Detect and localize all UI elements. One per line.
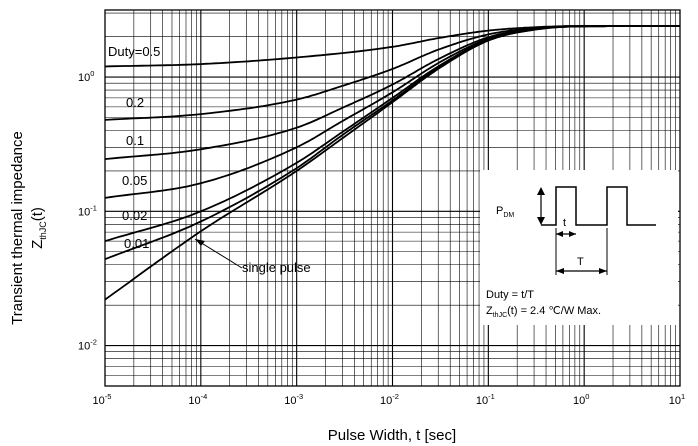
- single-pulse-label: single pulse: [242, 260, 311, 275]
- x-tick-label: 10-1: [476, 392, 495, 407]
- zth-max-note: ZthJC(t) = 2.4 ℃/W Max.: [486, 305, 601, 319]
- pdm-arrow-bottom: [537, 217, 545, 225]
- y-axis-title-line1: Transient thermal impedance: [9, 131, 26, 325]
- x-tick-label: 100: [573, 392, 589, 407]
- pulse-diagram-inset: PDM t T Duty = t/T ZthJC(t) = 2.4 ℃/W Ma…: [480, 170, 678, 325]
- series-label-0.01: 0.01: [124, 236, 149, 251]
- x-axis-title: Pulse Width, t [sec]: [328, 427, 456, 444]
- period-label: T: [577, 256, 584, 268]
- plot-frame: [104, 9, 681, 387]
- curves: [104, 25, 680, 301]
- y-axis-title-line2: ZthJC(t): [29, 207, 48, 249]
- series-label-duty-0.5: Duty=0.5: [108, 44, 160, 59]
- period-arrow-left: [556, 268, 564, 274]
- curve-single-pulse: [104, 25, 680, 301]
- inset-background: [480, 170, 678, 325]
- x-tick-labels: 10-5 10-4 10-3 10-2 10-1 100 101: [93, 392, 686, 407]
- x-tick-label: 10-2: [380, 392, 399, 407]
- x-tick-label: 10-5: [93, 392, 112, 407]
- pulse-waveform: [541, 186, 656, 226]
- t-label: t: [563, 217, 566, 229]
- series-label-0.02: 0.02: [122, 208, 147, 223]
- y-tick-label: 10-1: [78, 203, 97, 218]
- single-pulse-arrowhead: [195, 239, 205, 246]
- series-label-0.05: 0.05: [122, 173, 147, 188]
- single-pulse-leader-line: [194, 238, 243, 269]
- x-tick-label: 10-4: [188, 392, 207, 407]
- series-label-0.2: 0.2: [126, 95, 144, 110]
- x-tick-label: 10-3: [284, 392, 303, 407]
- t-arrow-left: [556, 231, 563, 237]
- t-arrow-right: [569, 231, 576, 237]
- period-arrow-right: [599, 268, 607, 274]
- x-tick-label: 101: [669, 392, 685, 407]
- duty-formula: Duty = t/T: [486, 289, 534, 301]
- series-label-0.1: 0.1: [126, 133, 144, 148]
- y-tick-label: 10-2: [78, 338, 97, 353]
- y-tick-label: 100: [78, 69, 94, 84]
- pdm-arrow-top: [537, 187, 545, 195]
- y-tick-labels: 10-2 10-1 100: [78, 69, 97, 353]
- pdm-label: PDM: [496, 205, 514, 219]
